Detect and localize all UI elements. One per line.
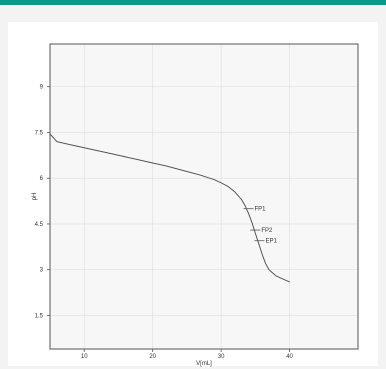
annotation-layer: FP1 FP2 EP1 (243, 207, 277, 245)
y-axis-label: pH (32, 193, 38, 201)
x-axis-ticks: 10 20 30 40 (81, 349, 294, 360)
x-tick-label: 10 (81, 354, 88, 360)
curve-layer (49, 133, 291, 283)
y-tick-label: 3 (40, 268, 44, 274)
top-accent-bar (0, 0, 386, 5)
x-tick-label: 40 (286, 354, 293, 360)
y-tick-label: 7.5 (35, 130, 44, 136)
plot-frame (49, 43, 359, 350)
annotation-label: FP1 (254, 207, 266, 213)
grid (50, 44, 358, 349)
x-axis-label: V[mL] (196, 361, 212, 367)
y-tick-label: 1.5 (35, 313, 44, 319)
y-tick-label: 9 (40, 85, 44, 91)
y-tick-label: 4.5 (35, 222, 44, 228)
titration-curve (49, 133, 291, 283)
plot-area (50, 44, 358, 349)
annotation-label: EP1 (265, 239, 277, 245)
y-tick-label: 6 (40, 176, 44, 182)
y-axis-ticks: 1.5 3 4.5 6 7.5 9 (35, 85, 50, 319)
x-tick-label: 20 (149, 354, 156, 360)
annotation-label: FP2 (261, 228, 273, 234)
x-tick-label: 30 (218, 354, 225, 360)
